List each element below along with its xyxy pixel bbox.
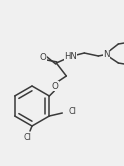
Text: HN: HN [64,51,77,60]
Text: Cl: Cl [23,132,31,141]
Text: N: N [103,49,110,58]
Text: Cl: Cl [68,108,76,117]
Text: O: O [40,52,47,61]
Text: O: O [52,82,59,90]
